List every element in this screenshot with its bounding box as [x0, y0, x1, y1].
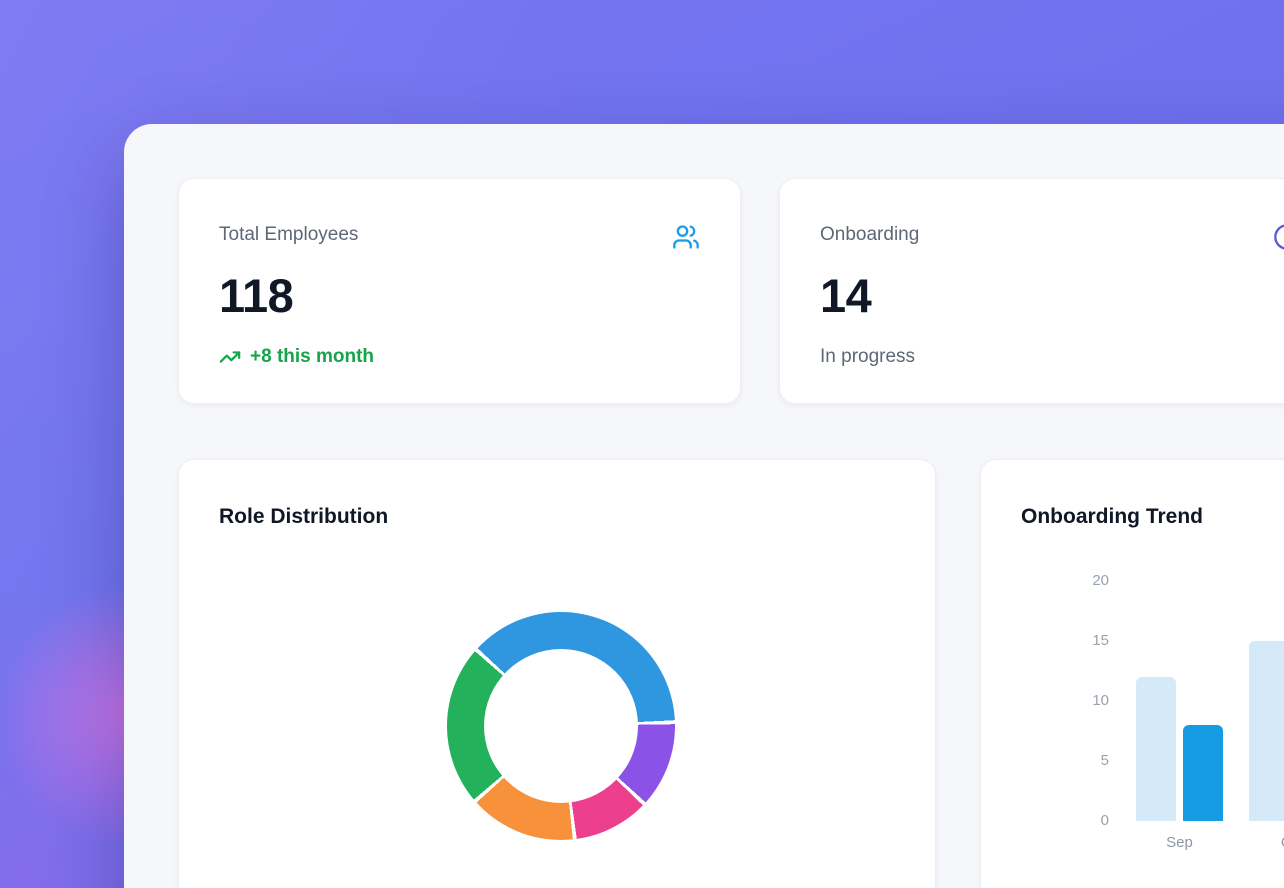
donut-hole	[484, 649, 638, 803]
stat-label-onboarding: Onboarding	[820, 224, 920, 245]
y-axis-tick-15: 15	[1092, 632, 1109, 649]
y-axis-tick-20: 20	[1092, 572, 1109, 589]
chart-title-onboarding-trend: Onboarding Trend	[1021, 505, 1203, 528]
stat-delta-total-employees: +8 this month	[219, 345, 700, 369]
clock-icon	[1273, 223, 1284, 251]
bar-sep-dark-blue	[1183, 725, 1223, 821]
y-axis-tick-5: 5	[1100, 752, 1109, 769]
trending-up-icon	[219, 346, 241, 368]
stat-delta-text: +8 this month	[250, 346, 375, 367]
stat-value-onboarding: 14	[820, 269, 872, 322]
dashboard-panel: Total Employees 118	[124, 124, 1284, 888]
stat-value-total-employees: 118	[219, 269, 294, 322]
users-icon	[672, 223, 700, 251]
onboarding-trend-bar-chart: 0 5 10 15 20 Sep Oct	[981, 460, 1284, 888]
chart-card-role-distribution: Role Distribution	[178, 459, 936, 888]
chart-title-role-distribution: Role Distribution	[219, 505, 389, 528]
bar-sep-light-blue	[1136, 677, 1176, 821]
y-axis-tick-0: 0	[1100, 812, 1109, 829]
stat-subtext-onboarding: In progress	[820, 346, 916, 367]
stat-card-onboarding: Onboarding 14 In progress	[779, 178, 1284, 404]
stat-card-header: Total Employees	[219, 223, 700, 251]
stat-card-total-employees: Total Employees 118	[178, 178, 741, 404]
bar-oct-light-blue	[1249, 641, 1284, 821]
chart-card-onboarding-trend: Onboarding Trend 0 5 10 15 20 Sep Oct	[980, 459, 1284, 888]
role-distribution-donut-chart	[447, 612, 675, 840]
x-axis-label-sep: Sep	[1166, 834, 1193, 851]
stat-label-total-employees: Total Employees	[219, 224, 359, 245]
x-axis-label-oct: Oct	[1253, 833, 1284, 853]
stat-card-header: Onboarding	[820, 223, 1284, 251]
y-axis-tick-10: 10	[1092, 692, 1109, 709]
